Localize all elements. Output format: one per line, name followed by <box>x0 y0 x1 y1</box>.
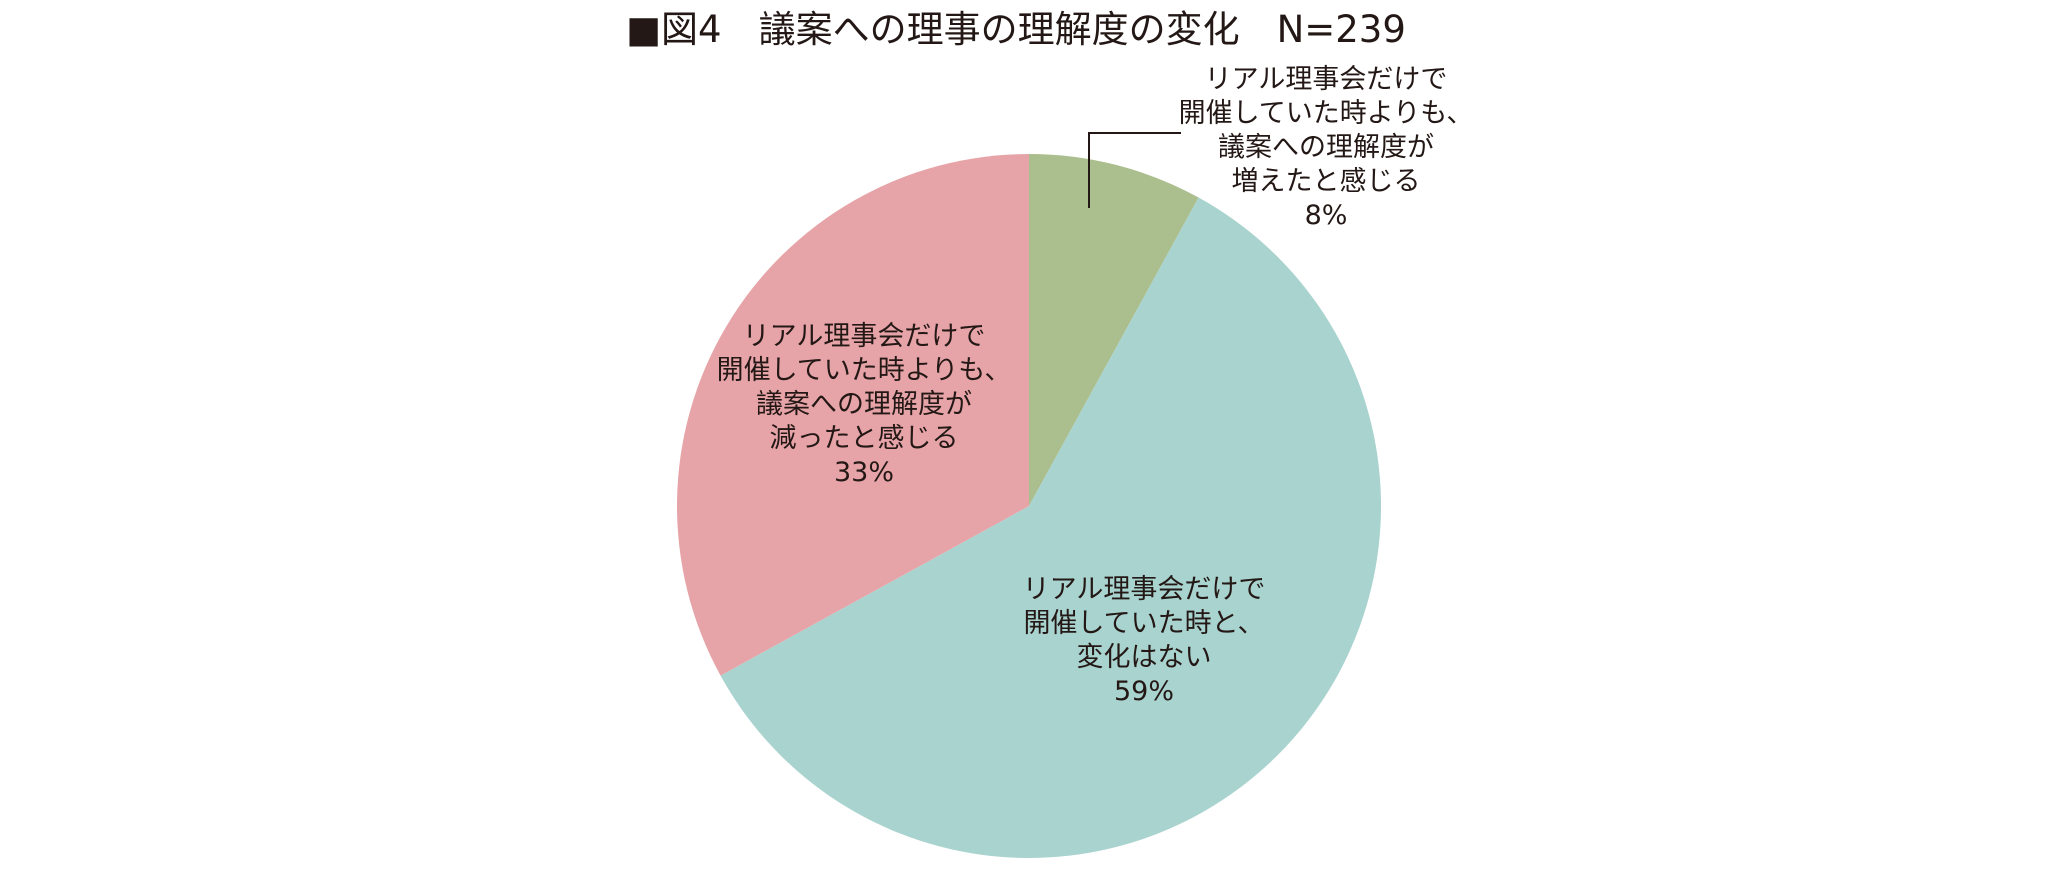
slice-category-line: 変化はない <box>1077 642 1212 673</box>
pie-slices <box>676 154 1381 858</box>
leader-line-slice-1 <box>1088 132 1181 208</box>
slice-label-3: リアル理事会だけで開催していた時よりも、議案への理解度が減ったと感じる 33% <box>717 321 1012 488</box>
slice-category-line: リアル理事会だけで <box>1205 64 1448 95</box>
slice-category-line: 議案への理解度が <box>1218 132 1434 163</box>
slice-label-1: リアル理事会だけで開催していた時よりも、議案への理解度が増えたと感じる 8% <box>1179 64 1474 231</box>
slice-category-line: リアル理事会だけで <box>743 321 986 352</box>
slice-percent-label: 59% <box>1114 676 1174 707</box>
slice-percent-label: 33% <box>834 457 894 488</box>
slice-percent-label: 8% <box>1305 200 1348 231</box>
slice-category-line: 開催していた時よりも、 <box>1179 98 1474 129</box>
slice-label-2: リアル理事会だけで開催していた時と、変化はない 59% <box>1023 574 1266 707</box>
leader-lines <box>1088 132 1181 208</box>
slice-category-line: 減ったと感じる <box>770 423 959 454</box>
slice-labels: リアル理事会だけで開催していた時よりも、議案への理解度が増えたと感じる 8%リアル… <box>717 64 1474 707</box>
slice-category-line: 開催していた時と、 <box>1023 608 1264 639</box>
chart-title: ■図4 議案への理事の理解度の変化 N=239 <box>626 8 1406 51</box>
slice-category-line: 開催していた時よりも、 <box>717 355 1012 386</box>
pie-slice-1 <box>1029 154 1199 506</box>
slice-category-line: 増えたと感じる <box>1232 166 1421 197</box>
pie-slice-3 <box>676 154 1029 676</box>
slice-category-line: リアル理事会だけで <box>1023 574 1266 605</box>
slice-category-line: 議案への理解度が <box>756 389 972 420</box>
pie-slice-2 <box>720 197 1381 858</box>
